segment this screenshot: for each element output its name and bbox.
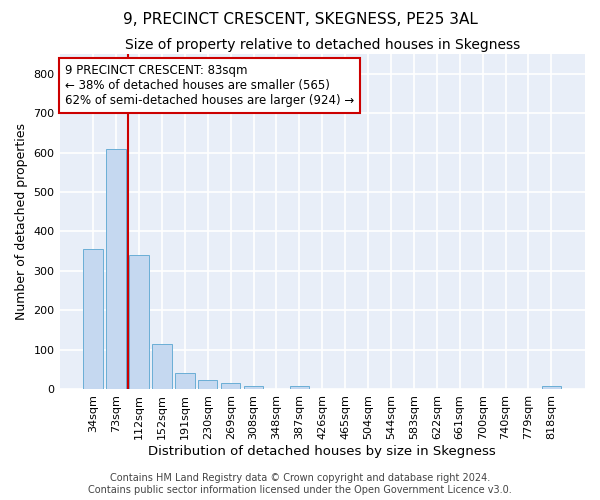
Bar: [152, 344, 172, 389]
Text: 9, PRECINCT CRESCENT, SKEGNESS, PE25 3AL: 9, PRECINCT CRESCENT, SKEGNESS, PE25 3AL: [122, 12, 478, 28]
Title: Size of property relative to detached houses in Skegness: Size of property relative to detached ho…: [125, 38, 520, 52]
Bar: [198, 380, 217, 389]
Y-axis label: Number of detached properties: Number of detached properties: [15, 123, 28, 320]
X-axis label: Distribution of detached houses by size in Skegness: Distribution of detached houses by size …: [148, 444, 496, 458]
Text: Contains HM Land Registry data © Crown copyright and database right 2024.
Contai: Contains HM Land Registry data © Crown c…: [88, 474, 512, 495]
Bar: [221, 383, 241, 389]
Bar: [290, 386, 309, 389]
Bar: [175, 373, 194, 389]
Bar: [542, 386, 561, 389]
Bar: [244, 386, 263, 389]
Text: 9 PRECINCT CRESCENT: 83sqm
← 38% of detached houses are smaller (565)
62% of sem: 9 PRECINCT CRESCENT: 83sqm ← 38% of deta…: [65, 64, 354, 107]
Bar: [83, 249, 103, 389]
Bar: [106, 148, 126, 389]
Bar: [129, 255, 149, 389]
